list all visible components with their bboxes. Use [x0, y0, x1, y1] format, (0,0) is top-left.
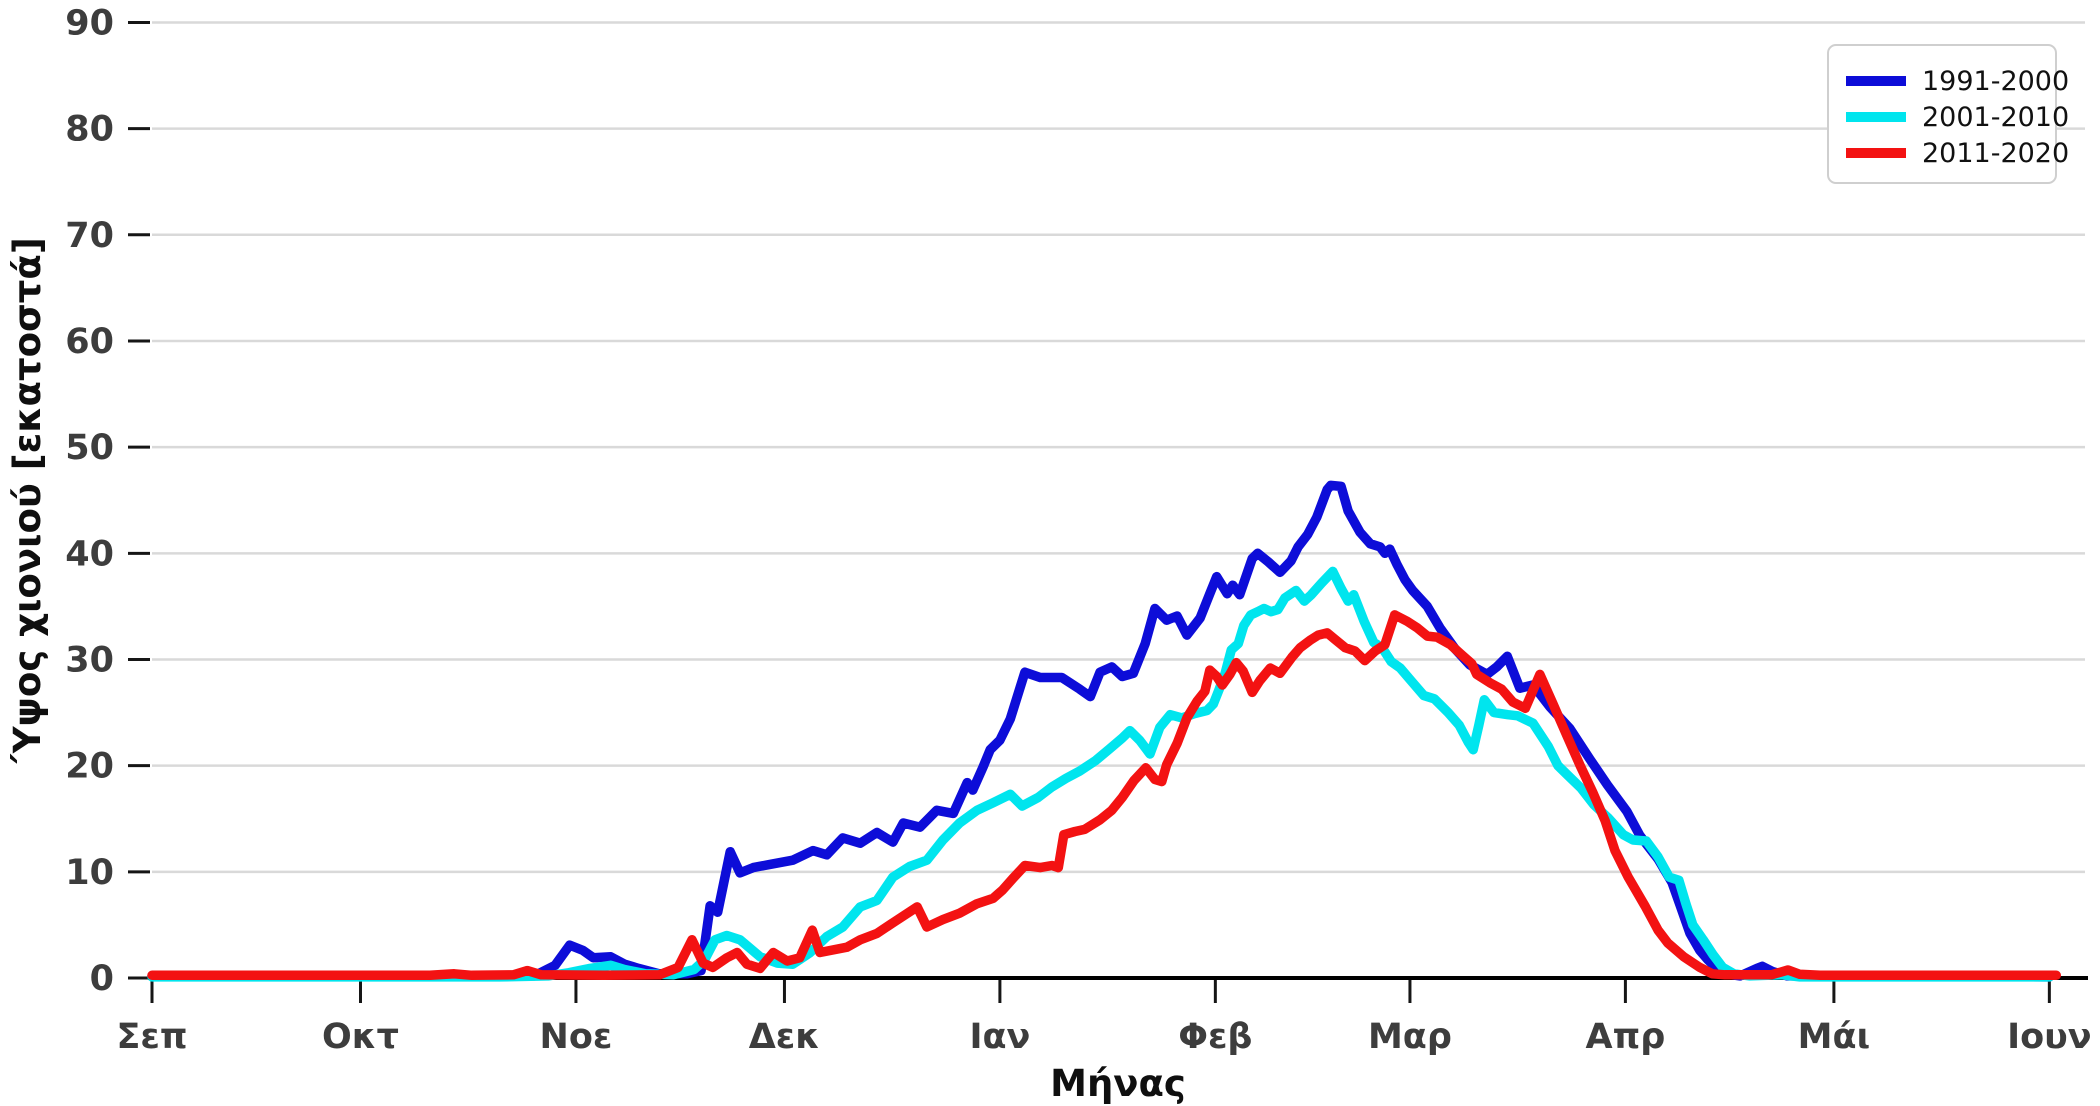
x-tick-label-Μαρ: Μαρ — [1368, 1017, 1452, 1057]
series-line-2011-2020 — [147, 610, 2062, 981]
x-tick-label-Οκτ: Οκτ — [322, 1017, 399, 1057]
y-tick-label-50: 50 — [65, 428, 114, 468]
series-line-1991-2000 — [147, 480, 2055, 982]
series-line-2001-2010 — [147, 566, 2055, 982]
x-tick-label-Δεκ: Δεκ — [749, 1017, 820, 1057]
y-tick-label-20: 20 — [65, 747, 114, 787]
x-tick-label-Απρ: Απρ — [1585, 1017, 1665, 1057]
y-tick-label-30: 30 — [65, 640, 114, 680]
legend: 1991-2000 2001-2010 2011-2020 — [1827, 44, 2069, 184]
y-tick-label-70: 70 — [65, 216, 114, 256]
legend-label-2001-2010: 2001-2010 — [1922, 102, 2069, 133]
ticks-layer: 0 10 20 30 40 50 60 70 80 90 Σεπ Οκτ Νοε Δεκ Ιαν Φεβ Μαρ… — [65, 3, 2091, 1057]
y-tick-label-40: 40 — [65, 534, 114, 574]
y-tick-label-10: 10 — [65, 853, 114, 893]
x-tick-label-Φεβ: Φεβ — [1178, 1017, 1252, 1057]
series-layer — [147, 480, 2062, 982]
y-axis-title: Ύψος χιονιού [εκατοστά] — [6, 237, 49, 763]
y-tick-label-60: 60 — [65, 322, 114, 362]
y-tick-label-0: 0 — [90, 959, 114, 999]
x-axis-title: Μήνας — [1050, 1062, 1186, 1105]
x-tick-label-Σεπ: Σεπ — [116, 1017, 187, 1057]
x-tick-label-Ιουν: Ιουν — [2007, 1017, 2092, 1057]
legend-label-2011-2020: 2011-2020 — [1922, 138, 2069, 169]
x-tick-label-Νοε: Νοε — [540, 1017, 613, 1057]
x-tick-label-Ιαν: Ιαν — [969, 1017, 1030, 1057]
legend-label-1991-2000: 1991-2000 — [1922, 66, 2069, 97]
y-tick-label-90: 90 — [65, 3, 114, 43]
gridlines-layer — [152, 21, 2085, 874]
x-tick-label-Μάι: Μάι — [1798, 1017, 1871, 1057]
y-tick-label-80: 80 — [65, 110, 114, 150]
